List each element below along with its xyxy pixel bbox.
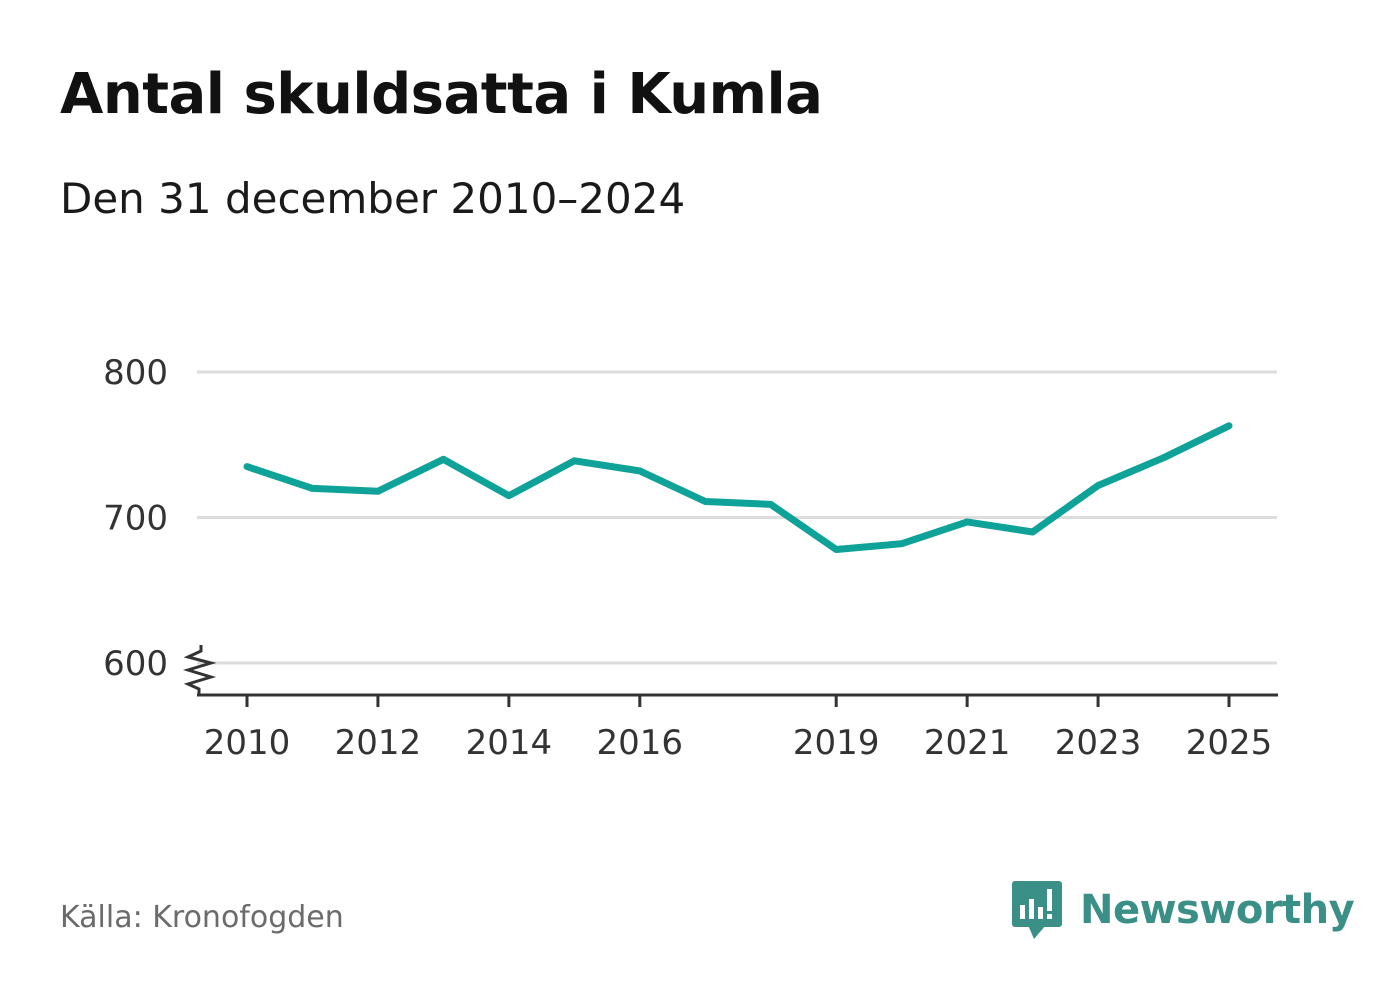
axis-break-icon	[182, 645, 217, 695]
x-tick-label: 2019	[793, 723, 880, 763]
x-axis	[182, 645, 1278, 707]
newsworthy-logo-icon	[1012, 881, 1062, 939]
y-tick-label: 600	[103, 644, 168, 684]
x-tick-label: 2014	[466, 723, 553, 763]
x-tick-label: 2010	[204, 723, 291, 763]
chart-title: Antal skuldsatta i Kumla	[60, 62, 823, 127]
y-axis-labels: 600 700 800	[103, 353, 168, 684]
brand-name: Newsworthy	[1080, 887, 1355, 933]
brand-logo: Newsworthy	[1010, 878, 1355, 942]
series-line	[243, 422, 1233, 553]
y-tick-label: 700	[103, 499, 168, 539]
x-tick-label: 2023	[1055, 723, 1142, 763]
y-tick-label: 800	[103, 353, 168, 393]
series	[243, 422, 1233, 553]
chart-subtitle: Den 31 december 2010–2024	[60, 174, 686, 223]
gridlines	[197, 370, 1277, 665]
x-tick-label: 2016	[597, 723, 684, 763]
x-tick-label: 2021	[924, 723, 1011, 763]
x-tick-label: 2025	[1186, 723, 1273, 763]
x-axis-labels: 2010 2012 2014 2016 2019 2021 2023 2025	[204, 723, 1273, 763]
x-tick-label: 2012	[335, 723, 422, 763]
source-note: Källa: Kronofogden	[60, 900, 344, 935]
